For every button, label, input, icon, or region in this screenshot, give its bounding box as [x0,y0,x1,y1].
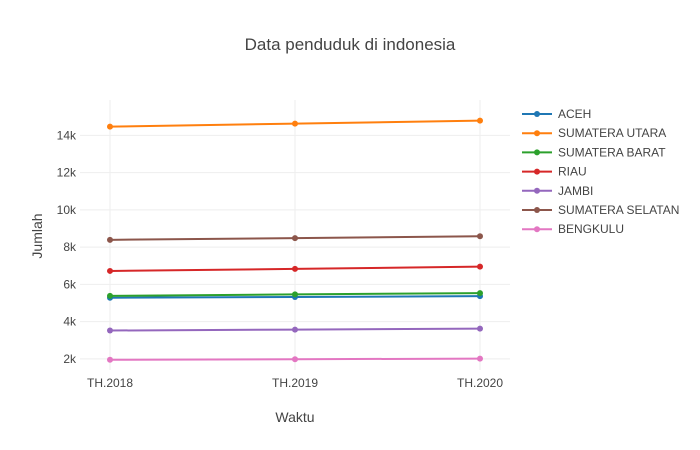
legend-swatch-marker [534,207,540,213]
legend-item[interactable]: BENGKULU [522,222,624,236]
x-axis-title: Waktu [275,409,314,425]
data-point[interactable] [292,235,298,242]
legend-label: BENGKULU [558,222,624,236]
legend-item[interactable]: JAMBI [522,184,593,198]
y-tick-label: 6k [63,277,77,291]
y-tick-labels: 2k 4k 6k 8k 10k 12k 14k [57,128,77,365]
series-riau[interactable] [107,263,483,274]
legend-swatch-marker [534,168,540,175]
grid-layer [80,100,510,370]
data-point[interactable] [477,117,483,124]
data-point[interactable] [477,263,483,270]
data-point[interactable] [292,120,298,127]
y-tick-label: 8k [63,240,77,254]
legend[interactable]: ACEH SUMATERA UTARA SUMATERA BARAT RIAU JAMB… [522,107,679,236]
series-jambi[interactable] [107,325,483,334]
legend-item[interactable]: RIAU [522,165,587,179]
legend-swatch-marker [534,111,540,117]
y-tick-label: 12k [57,166,77,180]
data-point[interactable] [107,123,113,130]
data-point[interactable] [292,291,298,298]
data-point[interactable] [292,356,298,363]
x-tick-label: TH.2018 [87,376,133,390]
legend-item[interactable]: SUMATERA SELATAN [522,203,679,217]
legend-item[interactable]: SUMATERA UTARA [522,126,666,140]
series-sumatera-utara[interactable] [107,117,483,130]
legend-swatch-marker [534,226,540,233]
data-point[interactable] [477,355,483,362]
data-point[interactable] [477,290,483,297]
x-tick-label: TH.2019 [272,376,318,390]
series-sumatera-barat[interactable] [107,290,483,299]
legend-item[interactable]: SUMATERA BARAT [522,145,666,159]
legend-swatch-marker [534,149,540,156]
legend-label: ACEH [558,107,591,121]
data-point[interactable] [477,233,483,240]
series-layer [107,117,483,363]
y-tick-label: 14k [57,128,77,142]
y-tick-label: 4k [63,315,77,329]
x-tick-labels: TH.2018 TH.2019 TH.2020 [87,376,503,390]
data-point[interactable] [107,292,113,299]
series-bengkulu[interactable] [107,355,483,363]
data-point[interactable] [292,265,298,272]
legend-label: JAMBI [558,184,593,198]
data-point[interactable] [107,236,113,243]
legend-swatch-marker [534,130,540,137]
legend-label: SUMATERA UTARA [558,126,666,140]
legend-swatch-marker [534,187,540,194]
legend-label: RIAU [558,165,587,179]
data-point[interactable] [292,326,298,333]
y-axis-title: Jumlah [29,213,45,258]
data-point[interactable] [107,356,113,363]
series-sumatera-selatan[interactable] [107,233,483,243]
x-tick-label: TH.2020 [457,376,503,390]
legend-item[interactable]: ACEH [522,107,591,121]
data-point[interactable] [107,267,113,274]
legend-label: SUMATERA BARAT [558,145,666,159]
data-point[interactable] [107,327,113,334]
legend-label: SUMATERA SELATAN [558,203,679,217]
y-tick-label: 10k [57,203,77,217]
data-point[interactable] [477,325,483,332]
y-tick-label: 2k [63,352,77,366]
chart-title: Data penduduk di indonesia [245,35,456,54]
